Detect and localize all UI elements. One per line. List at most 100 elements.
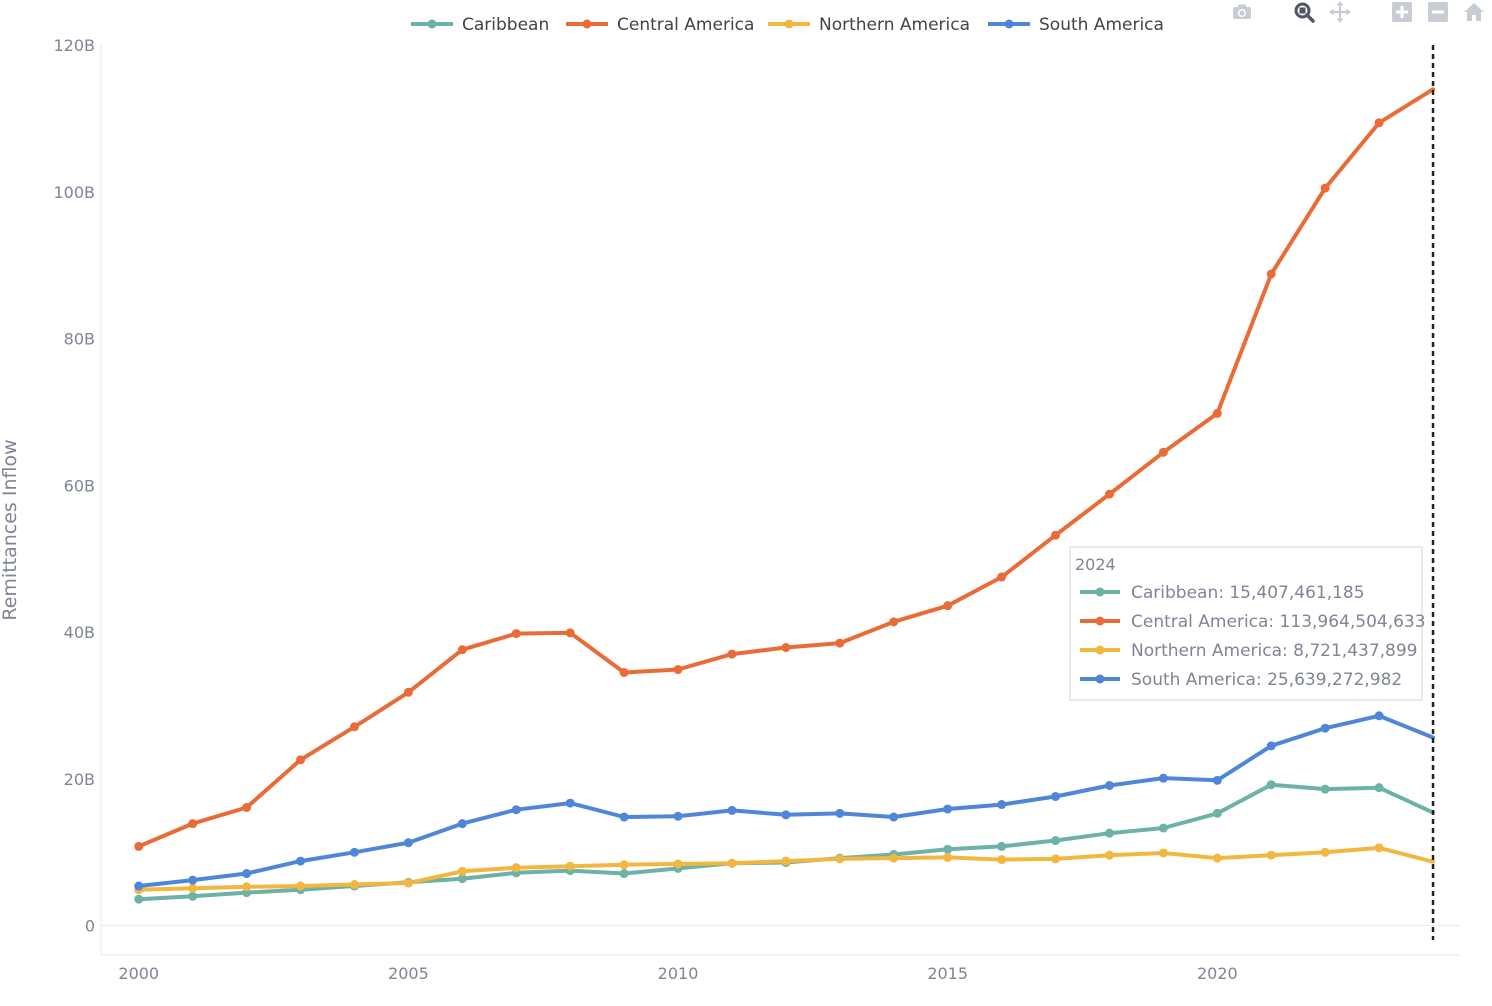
data-point[interactable] — [188, 819, 198, 829]
data-point[interactable] — [889, 812, 899, 822]
camera-icon[interactable] — [1228, 0, 1256, 24]
data-point[interactable] — [835, 854, 845, 864]
data-point[interactable] — [134, 894, 144, 904]
data-point[interactable] — [1266, 269, 1276, 279]
data-point[interactable] — [1320, 183, 1330, 193]
data-point[interactable] — [781, 856, 791, 866]
data-point[interactable] — [943, 804, 953, 814]
series-line-0[interactable] — [136, 782, 1435, 902]
data-point[interactable] — [1158, 823, 1168, 833]
data-point[interactable] — [943, 852, 953, 862]
data-point[interactable] — [511, 629, 521, 639]
data-point[interactable] — [997, 841, 1007, 851]
data-point[interactable] — [1104, 828, 1114, 838]
data-point[interactable] — [511, 805, 521, 815]
data-point[interactable] — [1374, 118, 1384, 128]
legend-swatch-marker[interactable] — [784, 19, 794, 29]
data-point[interactable] — [1212, 808, 1222, 818]
data-point[interactable] — [997, 572, 1007, 582]
data-point[interactable] — [511, 863, 521, 873]
data-point[interactable] — [1104, 489, 1114, 499]
y-tick-label: 40B — [64, 623, 95, 642]
data-point[interactable] — [727, 649, 737, 659]
data-point[interactable] — [1374, 843, 1384, 853]
data-point[interactable] — [727, 805, 737, 815]
data-point[interactable] — [403, 878, 413, 888]
data-point[interactable] — [1266, 780, 1276, 790]
data-point[interactable] — [1320, 784, 1330, 794]
data-point[interactable] — [1374, 711, 1384, 721]
data-point[interactable] — [296, 755, 306, 765]
data-point[interactable] — [781, 810, 791, 820]
data-point[interactable] — [1051, 854, 1061, 864]
data-point[interactable] — [781, 643, 791, 653]
data-point[interactable] — [619, 667, 629, 677]
data-point[interactable] — [242, 802, 252, 812]
data-point[interactable] — [1104, 780, 1114, 790]
data-point[interactable] — [727, 858, 737, 868]
data-point[interactable] — [188, 891, 198, 901]
data-point[interactable] — [1212, 408, 1222, 418]
data-point[interactable] — [134, 841, 144, 851]
data-point[interactable] — [565, 798, 575, 808]
data-point[interactable] — [134, 881, 144, 891]
data-point[interactable] — [457, 819, 467, 829]
data-point[interactable] — [1051, 836, 1061, 846]
data-point[interactable] — [889, 853, 899, 863]
zoom-in-icon[interactable] — [1388, 0, 1416, 24]
pan-icon[interactable] — [1326, 0, 1354, 24]
data-point[interactable] — [889, 617, 899, 627]
data-point[interactable] — [403, 687, 413, 697]
data-point[interactable] — [349, 880, 359, 890]
legend-swatch-marker[interactable] — [582, 19, 592, 29]
data-point[interactable] — [242, 882, 252, 892]
data-point[interactable] — [1266, 850, 1276, 860]
home-icon[interactable] — [1460, 0, 1488, 24]
data-point[interactable] — [403, 838, 413, 848]
data-point[interactable] — [296, 881, 306, 891]
data-point[interactable] — [1104, 850, 1114, 860]
data-point[interactable] — [1212, 775, 1222, 785]
data-point[interactable] — [835, 808, 845, 818]
data-point[interactable] — [349, 722, 359, 732]
zoom-out-icon[interactable] — [1424, 0, 1452, 24]
data-point[interactable] — [457, 874, 467, 884]
data-point[interactable] — [349, 847, 359, 857]
data-point[interactable] — [943, 844, 953, 854]
data-point[interactable] — [835, 638, 845, 648]
legend-swatch-marker[interactable] — [427, 19, 437, 29]
data-point[interactable] — [1266, 741, 1276, 751]
zoom-icon[interactable] — [1290, 0, 1318, 24]
data-point[interactable] — [565, 861, 575, 871]
data-point[interactable] — [619, 860, 629, 870]
data-point[interactable] — [1158, 773, 1168, 783]
data-point[interactable] — [188, 883, 198, 893]
data-point[interactable] — [1158, 447, 1168, 457]
data-point[interactable] — [673, 859, 683, 869]
data-point[interactable] — [1320, 723, 1330, 733]
data-point[interactable] — [565, 628, 575, 638]
x-tick-label: 2000 — [118, 964, 159, 983]
data-point[interactable] — [457, 866, 467, 876]
data-point[interactable] — [1051, 530, 1061, 540]
data-point[interactable] — [619, 869, 629, 879]
data-point[interactable] — [1158, 848, 1168, 858]
data-point[interactable] — [1374, 783, 1384, 793]
data-point[interactable] — [997, 855, 1007, 865]
series-line-1[interactable] — [136, 87, 1435, 849]
data-point[interactable] — [619, 812, 629, 822]
data-point[interactable] — [673, 811, 683, 821]
data-point[interactable] — [457, 645, 467, 655]
data-point[interactable] — [188, 875, 198, 885]
tooltip-line: South America: 25,639,272,982 — [1131, 670, 1402, 690]
data-point[interactable] — [1320, 847, 1330, 857]
data-point[interactable] — [296, 856, 306, 866]
data-point[interactable] — [943, 601, 953, 611]
data-point[interactable] — [1212, 853, 1222, 863]
data-point[interactable] — [997, 800, 1007, 810]
data-point[interactable] — [673, 665, 683, 675]
data-point[interactable] — [1051, 791, 1061, 801]
legend-swatch-marker[interactable] — [1004, 19, 1014, 29]
data-point[interactable] — [242, 869, 252, 879]
